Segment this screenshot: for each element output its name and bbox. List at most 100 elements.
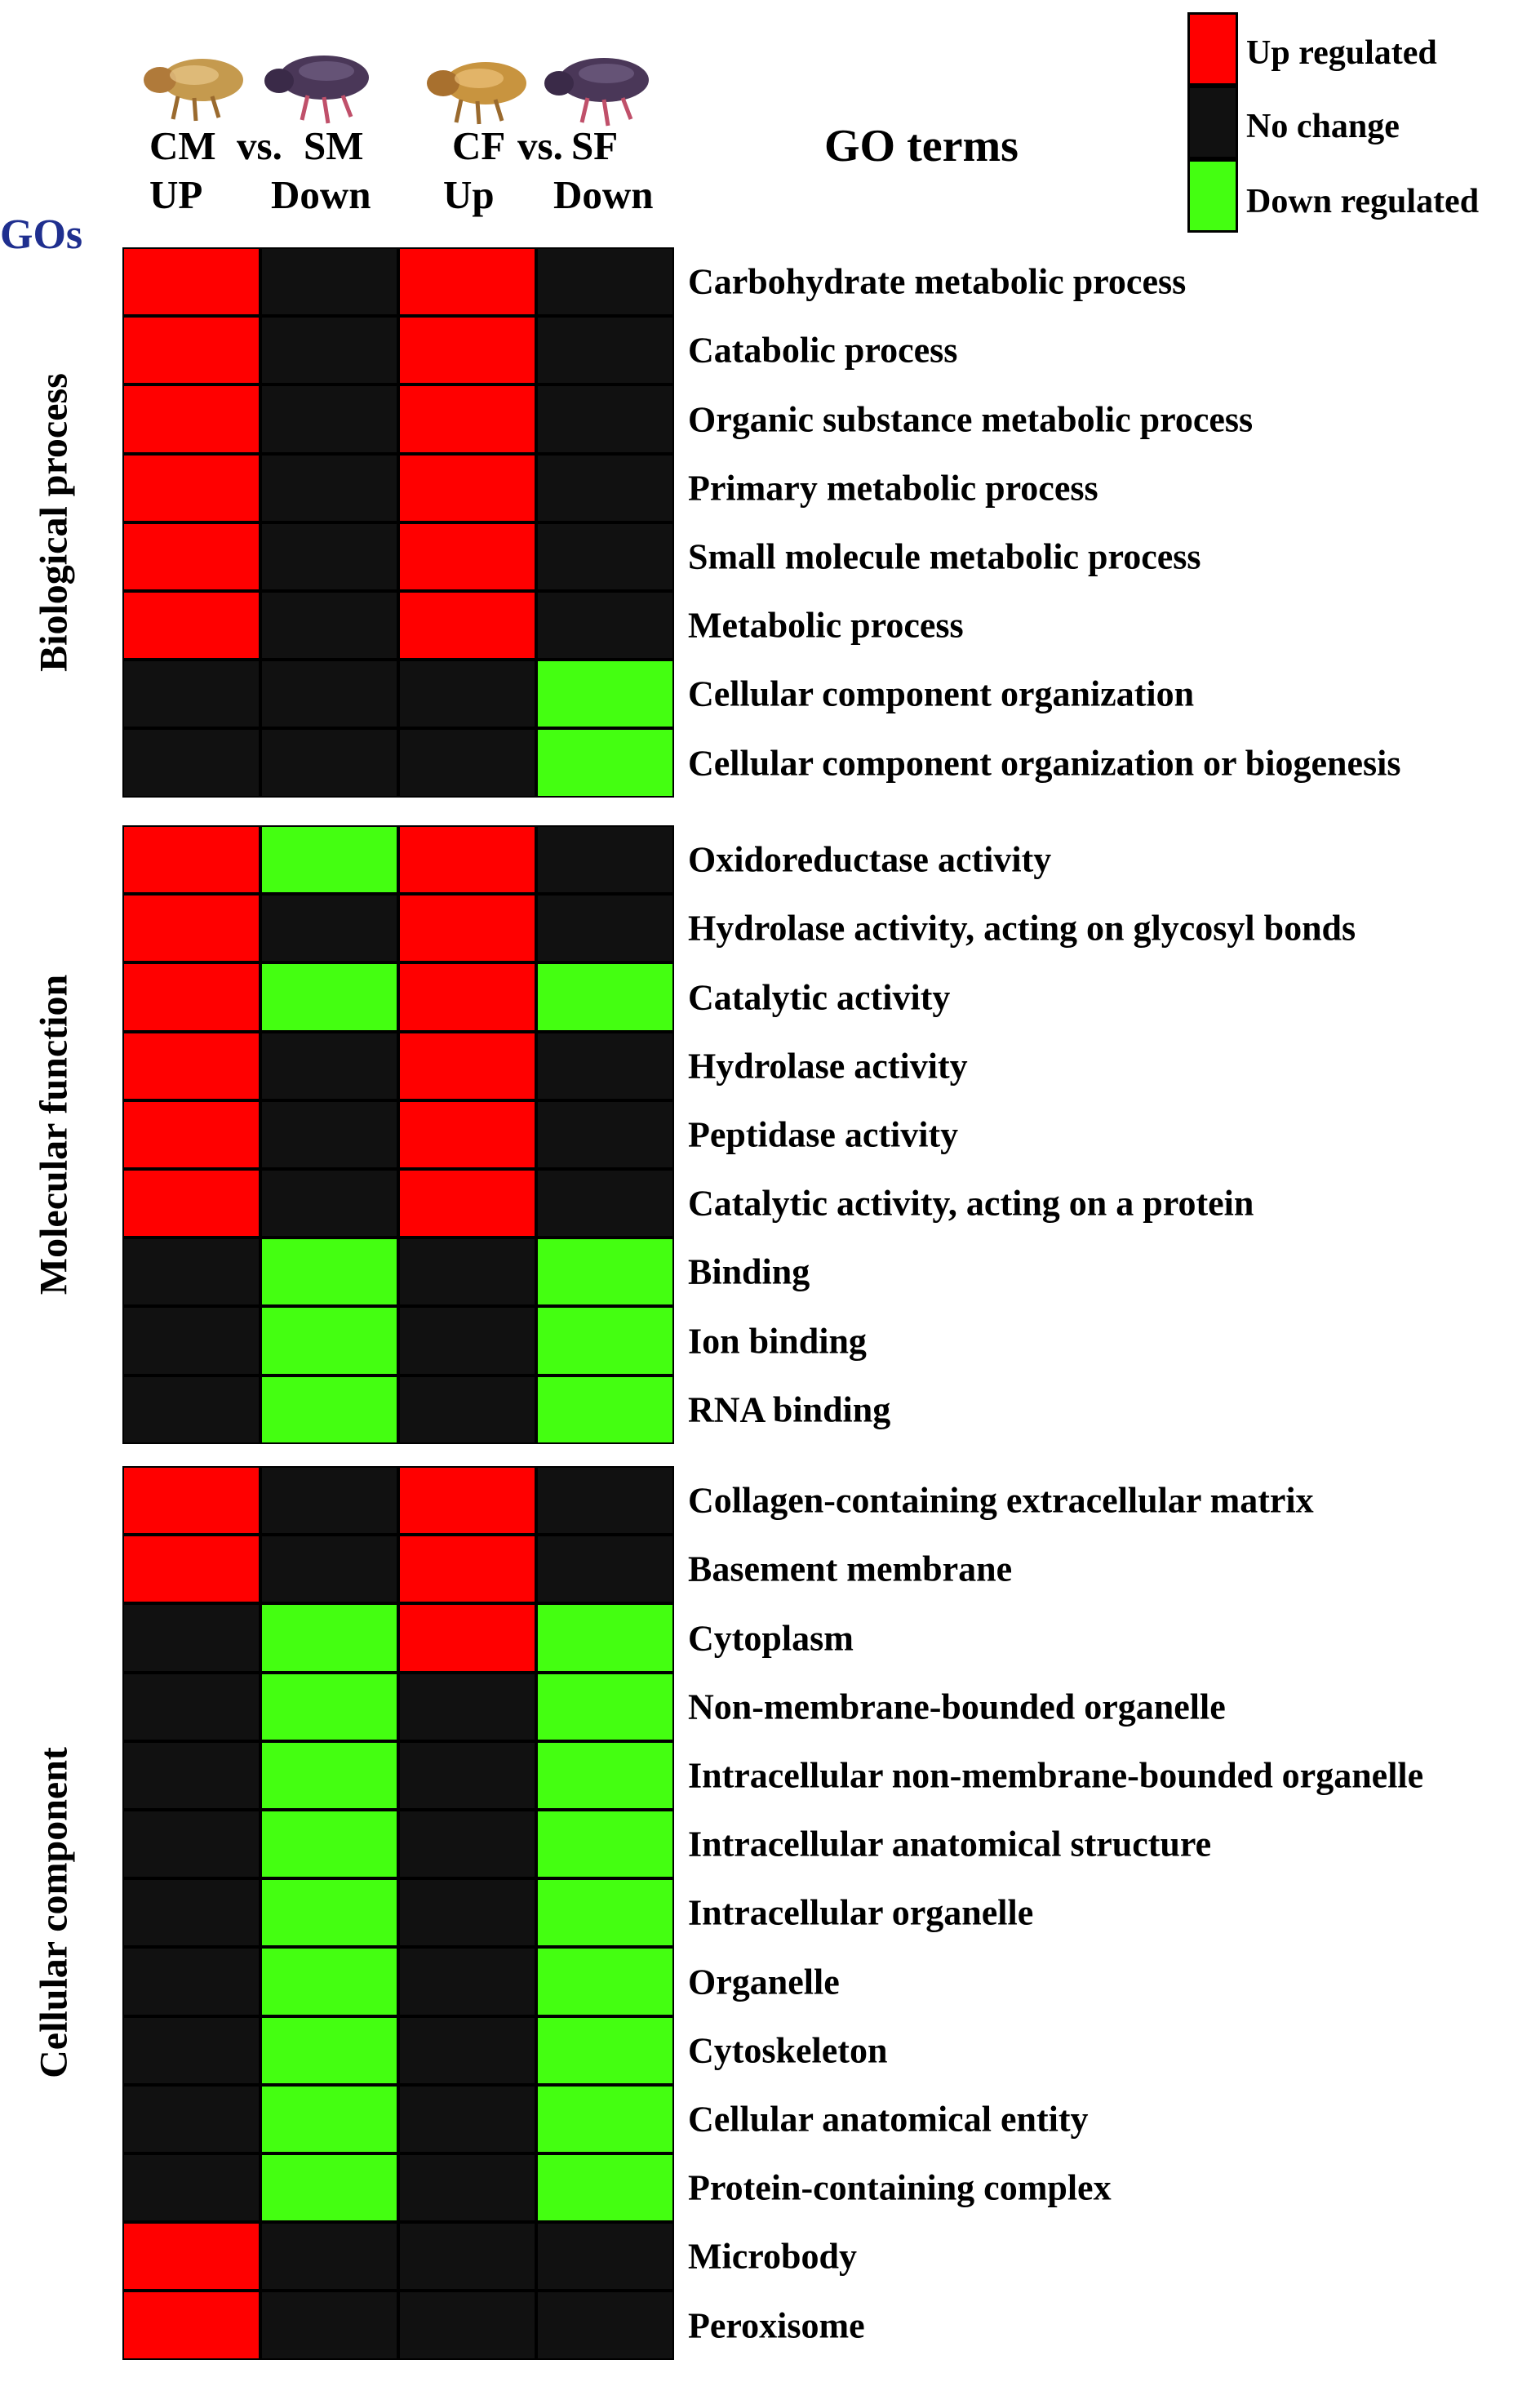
- heatmap-cell: [124, 1880, 259, 1946]
- go-term-label: Metabolic process: [688, 605, 964, 646]
- heatmap-cell: [262, 1101, 397, 1167]
- heatmap-cell: [400, 1468, 535, 1534]
- heatmap-cell: [538, 1949, 672, 2015]
- heatmap-cell: [400, 318, 535, 384]
- go-term-label: Microbody: [688, 2236, 857, 2277]
- heatmap-cell: [124, 2292, 259, 2358]
- heatmap-cell: [124, 1811, 259, 1878]
- heatmap-cell: [400, 2086, 535, 2152]
- heatmap-cell: [400, 1811, 535, 1878]
- heatmap-cell: [262, 2155, 397, 2221]
- heatmap-cell: [262, 730, 397, 796]
- legend-down-swatch: [1187, 159, 1238, 233]
- heatmap-cell: [262, 1376, 397, 1442]
- heatmap-cell: [262, 827, 397, 893]
- legend-up-label: Up regulated: [1246, 34, 1437, 72]
- group-label: Biological process: [32, 372, 76, 672]
- heatmap-cell: [262, 593, 397, 659]
- heatmap-cell: [538, 1673, 672, 1740]
- heatmap-cell: [124, 1605, 259, 1671]
- heatmap-cell: [262, 661, 397, 727]
- heatmap-cell: [538, 1468, 672, 1534]
- heatmap-cell: [400, 455, 535, 521]
- heatmap-cell: [538, 2224, 672, 2290]
- sf-dir-label: Down: [553, 172, 654, 217]
- heatmap-cell: [124, 1536, 259, 1602]
- heatmap-cell: [538, 1376, 672, 1442]
- heatmap-cell: [400, 1171, 535, 1237]
- heatmap-cell: [262, 2017, 397, 2083]
- beetle-cf-icon: [427, 62, 526, 125]
- heatmap-cell: [400, 1376, 535, 1442]
- heatmap-cell: [262, 1949, 397, 2015]
- go-term-label: Cellular component organization or bioge…: [688, 743, 1401, 783]
- sm-label: SM: [304, 123, 364, 168]
- go-term-label: Primary metabolic process: [688, 468, 1098, 509]
- heatmap-cell: [400, 2292, 535, 2358]
- go-term-label: Hydrolase activity: [688, 1046, 968, 1087]
- heatmap-cell: [538, 1811, 672, 1878]
- cf-dir-label: Up: [443, 172, 495, 217]
- sm-dir-label: Down: [271, 172, 371, 217]
- heatmap-cell: [400, 593, 535, 659]
- heatmap-cell: [262, 896, 397, 962]
- sf-label: SF: [571, 123, 619, 168]
- heatmap-cell: [124, 964, 259, 1030]
- legend-none-label: No change: [1246, 108, 1400, 145]
- group-label: Cellular component: [32, 1747, 76, 2079]
- heatmap-cell: [124, 1101, 259, 1167]
- heatmap-cell: [124, 661, 259, 727]
- heatmap-cell: [124, 318, 259, 384]
- go-term-label: Basement membrane: [688, 1549, 1013, 1589]
- heatmap-cell: [124, 2155, 259, 2221]
- heatmap-cell: [400, 661, 535, 727]
- heatmap-cell: [538, 318, 672, 384]
- go-term-label: Cellular component organization: [688, 673, 1195, 714]
- go-term-label: Carbohydrate metabolic process: [688, 261, 1187, 302]
- heatmap-cell: [400, 2224, 535, 2290]
- go-term-label: RNA binding: [688, 1389, 891, 1430]
- go-term-label: Organic substance metabolic process: [688, 399, 1254, 439]
- heatmap-cell: [400, 1101, 535, 1167]
- heatmap-cell: [124, 1742, 259, 1808]
- heatmap-cell: [400, 1605, 535, 1671]
- heatmap-cell: [124, 1033, 259, 1099]
- heatmap-cell: [124, 593, 259, 659]
- heatmap-cell: [538, 249, 672, 315]
- heatmap-cell: [400, 249, 535, 315]
- heatmap-cell: [538, 1742, 672, 1808]
- go-term-label: Intracellular anatomical structure: [688, 1824, 1212, 1864]
- go-term-label: Hydrolase activity, acting on glycosyl b…: [688, 908, 1356, 949]
- heatmap-cell: [262, 1033, 397, 1099]
- heatmap-cell: [124, 1376, 259, 1442]
- heatmap-cell: [262, 1468, 397, 1534]
- heatmap-cell: [124, 386, 259, 452]
- heatmap-cell: [262, 523, 397, 589]
- heatmap-cell: [400, 1673, 535, 1740]
- heatmap-cell: [124, 1468, 259, 1534]
- heatmap-cell: [400, 730, 535, 796]
- heatmap-cell: [400, 1033, 535, 1099]
- heatmap-cell: [538, 1536, 672, 1602]
- heatmap-cell: [262, 386, 397, 452]
- go-term-label: Cytoskeleton: [688, 2030, 888, 2071]
- go-term-label: Ion binding: [688, 1321, 867, 1361]
- heatmap-cell: [262, 2292, 397, 2358]
- heatmap-cell: [538, 523, 672, 589]
- heatmap-cell: [538, 1308, 672, 1374]
- legend-up-swatch: [1187, 12, 1238, 86]
- heatmap-cell: [124, 1673, 259, 1740]
- heatmap-cell: [262, 455, 397, 521]
- go-term-label: Oxidoreductase activity: [688, 839, 1052, 880]
- heatmap-cell: [538, 730, 672, 796]
- heatmap-cell: [538, 661, 672, 727]
- heatmap-cell: [262, 1171, 397, 1237]
- heatmap-cell: [538, 1605, 672, 1671]
- group-label: Molecular function: [32, 974, 76, 1295]
- heatmap-cell: [124, 249, 259, 315]
- cm-dir-label: UP: [149, 172, 203, 217]
- heatmap-cell: [400, 1536, 535, 1602]
- heatmap-cell: [538, 827, 672, 893]
- heatmap-cell: [262, 318, 397, 384]
